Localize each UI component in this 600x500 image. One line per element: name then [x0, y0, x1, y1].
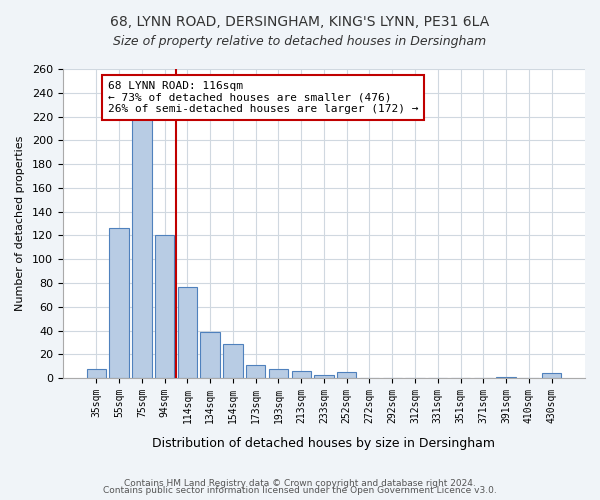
Bar	[292, 371, 311, 378]
Bar	[223, 344, 242, 378]
Bar	[155, 236, 174, 378]
Bar	[496, 377, 516, 378]
Text: Contains public sector information licensed under the Open Government Licence v3: Contains public sector information licen…	[103, 486, 497, 495]
Bar	[314, 374, 334, 378]
Bar	[269, 368, 288, 378]
Text: 68, LYNN ROAD, DERSINGHAM, KING'S LYNN, PE31 6LA: 68, LYNN ROAD, DERSINGHAM, KING'S LYNN, …	[110, 15, 490, 29]
Bar	[337, 372, 356, 378]
Bar	[200, 332, 220, 378]
Bar	[542, 374, 561, 378]
Bar	[86, 368, 106, 378]
Text: Size of property relative to detached houses in Dersingham: Size of property relative to detached ho…	[113, 35, 487, 48]
Bar	[246, 365, 265, 378]
Bar	[109, 228, 129, 378]
Bar	[178, 286, 197, 378]
Text: Contains HM Land Registry data © Crown copyright and database right 2024.: Contains HM Land Registry data © Crown c…	[124, 478, 476, 488]
Text: 68 LYNN ROAD: 116sqm
← 73% of detached houses are smaller (476)
26% of semi-deta: 68 LYNN ROAD: 116sqm ← 73% of detached h…	[108, 81, 418, 114]
Bar	[132, 119, 152, 378]
Y-axis label: Number of detached properties: Number of detached properties	[15, 136, 25, 312]
X-axis label: Distribution of detached houses by size in Dersingham: Distribution of detached houses by size …	[152, 437, 496, 450]
